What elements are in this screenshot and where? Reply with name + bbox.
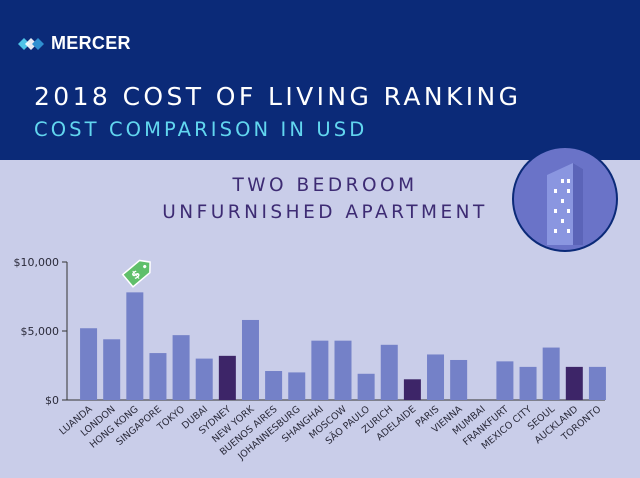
- bar-vienna: [450, 359, 468, 400]
- bar-new-york: [241, 319, 259, 400]
- chart-title: TWO BEDROOM UNFURNISHED APARTMENT: [130, 172, 520, 226]
- bar-hong-kong: [126, 292, 144, 400]
- bar-paris: [427, 354, 445, 400]
- price-tag-icon: $: [121, 259, 151, 288]
- bar-london: [103, 339, 121, 400]
- y-tick-label: $0: [45, 394, 59, 407]
- bar-moscow: [334, 340, 352, 400]
- mercer-logo-icon: [18, 37, 44, 50]
- mercer-logo: MERCER: [18, 33, 131, 54]
- bar-shanghai: [311, 340, 329, 400]
- bar-frankfurt: [496, 361, 514, 400]
- bar-luanda: [80, 328, 98, 400]
- bar-sao-paulo: [357, 373, 375, 400]
- bar-dubai: [195, 358, 213, 400]
- bar-zurich: [380, 344, 398, 400]
- bar-adelaide: [403, 379, 421, 400]
- bar-johannesburg: [288, 372, 306, 400]
- bar-seoul: [542, 347, 560, 400]
- bar-sydney: [218, 355, 236, 400]
- y-tick-label: $5,000: [21, 325, 60, 338]
- brand-name: MERCER: [51, 33, 131, 53]
- bar-buenos-aires: [265, 371, 283, 400]
- chart-title-line-2: UNFURNISHED APARTMENT: [162, 202, 488, 223]
- bar-tokyo: [172, 335, 190, 400]
- page-subtitle: COST COMPARISON IN USD: [34, 118, 368, 141]
- y-tick-label: $10,000: [14, 256, 60, 269]
- bar-mexico-city: [519, 366, 537, 400]
- chart-title-line-1: TWO BEDROOM: [232, 175, 418, 196]
- bar-toronto: [588, 366, 606, 400]
- bar-auckland: [565, 366, 583, 400]
- building-icon: [512, 146, 618, 252]
- page-title: 2018 COST OF LIVING RANKING: [34, 82, 522, 111]
- bar-singapore: [149, 353, 167, 400]
- header-banner: MERCER 2018 COST OF LIVING RANKING COST …: [0, 0, 640, 160]
